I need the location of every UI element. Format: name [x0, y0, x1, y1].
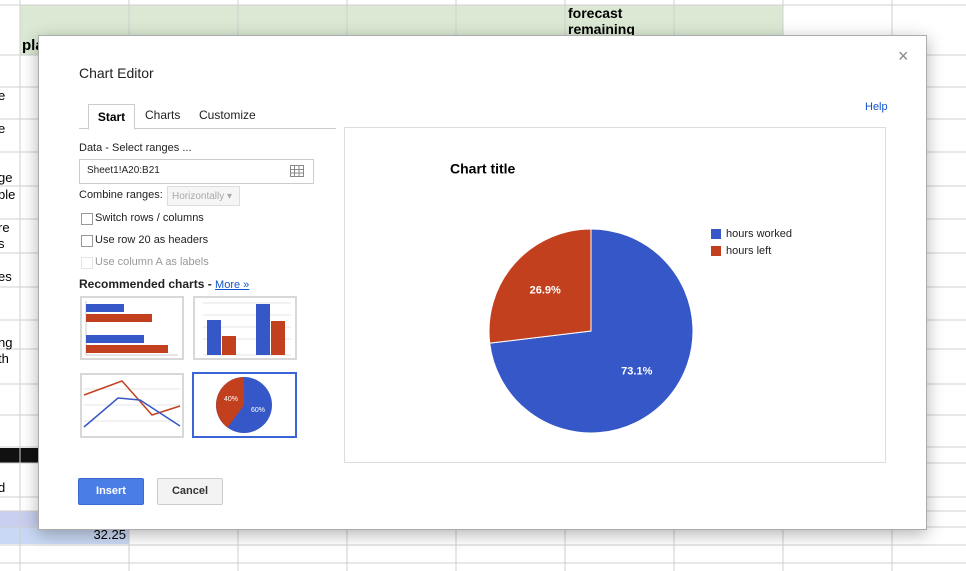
range-text: Sheet1!A20:B21: [87, 165, 160, 176]
checkbox-disabled: [81, 257, 93, 269]
row-fragment: th: [0, 351, 9, 366]
option-label: Switch rows / columns: [95, 212, 204, 224]
row-fragment: d: [0, 480, 5, 495]
legend-swatch: [711, 246, 721, 256]
row-fragment: es: [0, 269, 12, 284]
thumbnail-graphic: 40% 60%: [216, 377, 272, 433]
close-button[interactable]: ×: [898, 46, 909, 66]
combine-dropdown[interactable]: Horizontally ▾: [167, 186, 240, 206]
header-cell-line: remaining: [568, 21, 635, 37]
chart-editor-dialog: Chart Editor × Start Charts Customize He…: [38, 35, 927, 530]
row-fragments: e e ge ble res es ngth d: [0, 88, 15, 495]
row-fragment: s: [0, 236, 5, 251]
header-cell-line: forecast: [568, 5, 623, 21]
insert-button[interactable]: Insert: [78, 478, 144, 505]
selected-cell: [0, 527, 129, 544]
thumbnail-graphic: [203, 302, 291, 356]
row-fragment: ge: [0, 170, 12, 185]
cancel-button[interactable]: Cancel: [157, 478, 223, 505]
legend-label: hours left: [726, 245, 771, 257]
row-fragment: e: [0, 88, 5, 103]
tab-rule: [79, 128, 336, 129]
tab-active[interactable]: Start: [88, 104, 135, 130]
option-label: Use column A as labels: [95, 256, 209, 268]
header-cell: forecast remaining: [568, 5, 635, 37]
thumbnail-pie-selected[interactable]: 40% 60%: [192, 372, 297, 438]
more-link[interactable]: More »: [215, 279, 250, 291]
chart-preview: Chart title 73.1% 26.9% hours worked hours …: [344, 127, 886, 463]
dialog-title: Chart Editor: [79, 65, 154, 81]
thumbnail-line[interactable]: [80, 373, 184, 438]
row-fragment: ng: [0, 335, 12, 350]
tab[interactable]: Customize: [199, 108, 256, 122]
checkbox[interactable]: [81, 235, 93, 247]
grid-icon: [290, 165, 304, 177]
recommended-text: Recommended charts -: [79, 277, 212, 291]
recommended-label: Recommended charts - More »: [79, 277, 249, 291]
thumbnail-graphic: [83, 380, 181, 428]
thumbnail-graphic: [85, 301, 178, 356]
data-label: Data - Select ranges ...: [79, 142, 192, 154]
thumbnail-column[interactable]: [193, 296, 297, 360]
thumbnail-label: 40%: [224, 396, 238, 403]
cell-value: 32.25: [93, 527, 126, 542]
row-fragment: ble: [0, 187, 15, 202]
pie-slice: [488, 228, 592, 344]
slice-label: 73.1%: [621, 366, 652, 378]
dropdown-value: Horizontally: [172, 191, 225, 202]
help-link[interactable]: Help: [865, 101, 888, 113]
thumbnail-bar[interactable]: [80, 296, 184, 360]
combine-label: Combine ranges:: [79, 189, 163, 201]
option-label: Use row 20 as headers: [95, 234, 209, 246]
checkbox[interactable]: [81, 213, 93, 225]
row-fragment: e: [0, 121, 5, 136]
range-input[interactable]: Sheet1!A20:B21: [79, 159, 314, 184]
row-fragment: re: [0, 220, 10, 235]
legend-label: hours worked: [726, 228, 792, 240]
slice-label: 26.9%: [530, 284, 561, 296]
legend-swatch: [711, 229, 721, 239]
tab[interactable]: Charts: [145, 108, 181, 122]
thumbnail-label: 60%: [251, 407, 265, 414]
chart-title: Chart title: [450, 161, 516, 177]
